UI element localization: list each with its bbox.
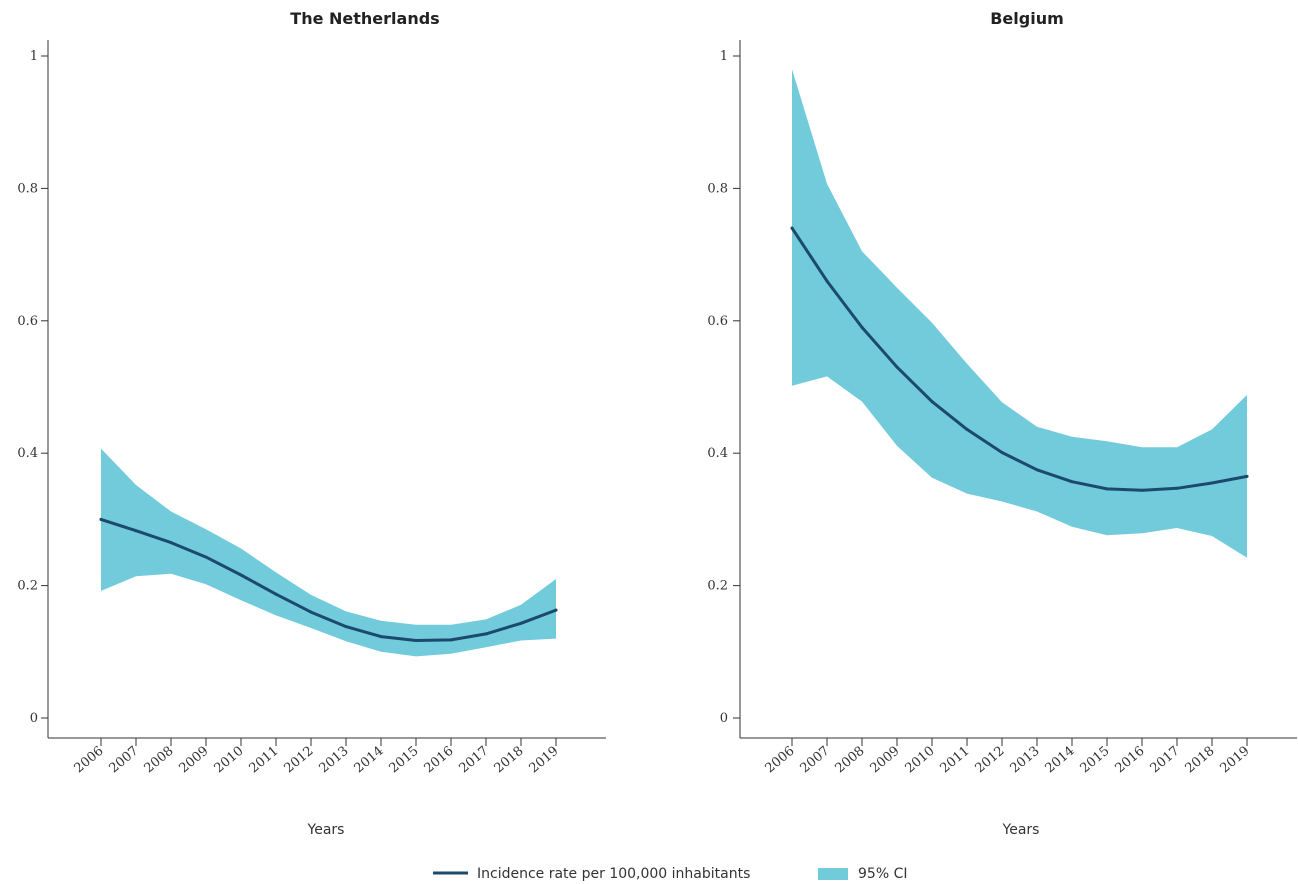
x-axis-label-belgium: Years (1002, 822, 1040, 838)
data-point-1-2019 (1245, 474, 1249, 478)
ci-band-1-0 (792, 69, 1247, 558)
y-tick-label-1-0: 0 (720, 711, 728, 726)
data-point-0-2008 (169, 541, 173, 545)
y-tick-label-0-0.8: 0.8 (17, 181, 38, 196)
x-tick-label-0-2008: 2008 (142, 744, 177, 777)
legend-band-label: 95% CI (858, 866, 907, 882)
x-tick-label-1-2017: 2017 (1148, 744, 1183, 777)
legend-band-swatch (818, 868, 848, 880)
ci-band-layer-belgium (792, 69, 1247, 558)
x-tick-label-0-2017: 2017 (457, 744, 492, 777)
data-point-0-2011 (274, 592, 278, 596)
data-point-0-2017 (484, 632, 488, 636)
series-line-1-0 (790, 226, 1249, 492)
data-point-0-2018 (519, 621, 523, 625)
y-tick-label-1-0.4: 0.4 (707, 446, 728, 461)
data-point-0-2012 (309, 610, 313, 614)
data-point-0-2015 (414, 639, 418, 642)
data-point-0-2006 (99, 517, 103, 521)
data-point-1-2015 (1105, 487, 1109, 491)
x-tick-label-1-2010: 2010 (903, 744, 938, 777)
x-tick-label-1-2007: 2007 (798, 744, 833, 777)
x-ticks-netherlands: 2006 2007 2008 2009 2010 2011 2012 2013 2014 2015… (72, 738, 562, 776)
data-point-1-2006 (790, 226, 794, 230)
x-tick-label-0-2019: 2019 (527, 744, 562, 777)
x-tick-label-1-2014: 2014 (1043, 744, 1078, 777)
x-tick-label-1-2018: 2018 (1183, 744, 1218, 777)
x-tick-label-1-2013: 2013 (1008, 744, 1043, 777)
y-tick-label-0-0.6: 0.6 (17, 314, 38, 329)
data-point-1-2008 (860, 325, 864, 329)
data-point-1-2009 (895, 365, 899, 369)
x-tick-label-1-2012: 2012 (973, 744, 1008, 777)
data-point-1-2013 (1035, 468, 1039, 472)
x-ticks-belgium: 2006 2007 2008 2009 2010 2011 2012 2013 2014 2015… (763, 738, 1253, 776)
series-line-0-0 (99, 517, 558, 642)
data-point-1-2011 (965, 427, 969, 431)
x-tick-label-1-2011: 2011 (938, 744, 973, 777)
x-tick-label-0-2011: 2011 (247, 744, 282, 777)
x-tick-label-1-2016: 2016 (1113, 744, 1148, 777)
x-tick-label-1-2008: 2008 (833, 744, 868, 777)
y-tick-label-1-1: 1 (720, 49, 728, 64)
x-tick-label-0-2007: 2007 (107, 744, 142, 777)
data-point-1-2017 (1175, 486, 1179, 490)
x-tick-label-1-2009: 2009 (868, 744, 903, 777)
y-tick-label-0-0.2: 0.2 (17, 579, 38, 594)
data-point-0-2016 (449, 638, 453, 642)
panel-netherlands: The Netherlands 00.20.40.60.81 2006 2007 2… (17, 9, 606, 838)
data-point-0-2019 (554, 608, 558, 612)
data-point-0-2007 (134, 529, 138, 533)
data-point-1-2007 (825, 279, 829, 283)
data-point-0-2009 (204, 555, 208, 559)
legend-line-label: Incidence rate per 100,000 inhabitants (477, 866, 750, 882)
data-point-1-2014 (1070, 480, 1074, 484)
data-point-0-2010 (239, 573, 243, 577)
x-tick-label-0-2012: 2012 (282, 744, 317, 777)
y-tick-label-0-1: 1 (30, 49, 38, 64)
data-point-1-2018 (1210, 481, 1214, 485)
x-tick-label-0-2014: 2014 (352, 744, 387, 777)
line-layer-belgium (790, 226, 1249, 492)
x-tick-label-0-2015: 2015 (387, 744, 422, 777)
axes-belgium (739, 40, 1297, 739)
y-ticks-netherlands: 0 0.2 0.4 0.6 0.8 1 (17, 49, 48, 726)
data-point-1-2012 (1000, 451, 1004, 454)
data-point-0-2014 (379, 635, 383, 639)
ci-band-layer-netherlands (101, 448, 556, 657)
x-tick-label-0-2016: 2016 (422, 744, 457, 777)
x-tick-label-1-2019: 2019 (1218, 744, 1253, 777)
data-point-1-2016 (1140, 488, 1144, 492)
y-tick-label-1-0.6: 0.6 (707, 314, 728, 329)
x-tick-label-0-2013: 2013 (317, 744, 352, 777)
x-tick-label-1-2015: 2015 (1078, 744, 1113, 777)
axes-netherlands (47, 40, 606, 739)
x-tick-label-0-2009: 2009 (177, 744, 212, 777)
ci-band-0-0 (101, 448, 556, 657)
panel-belgium: Belgium 00.20.40.60.81 2006 2007 2008 2009 2… (707, 9, 1297, 838)
y-tick-label-0-0.4: 0.4 (17, 446, 38, 461)
panel-title-netherlands: The Netherlands (290, 9, 439, 28)
x-tick-label-1-2006: 2006 (763, 744, 798, 777)
x-tick-label-0-2018: 2018 (492, 744, 527, 777)
x-tick-label-0-2006: 2006 (72, 744, 107, 777)
panel-title-belgium: Belgium (990, 9, 1064, 28)
y-tick-label-1-0.8: 0.8 (707, 181, 728, 196)
line-layer-netherlands (99, 517, 558, 642)
x-tick-label-0-2010: 2010 (212, 744, 247, 777)
y-ticks-belgium: 0 0.2 0.4 0.6 0.8 1 (707, 49, 740, 726)
data-point-1-2010 (930, 400, 934, 404)
legend: Incidence rate per 100,000 inhabitants 9… (433, 866, 907, 882)
y-tick-label-1-0.2: 0.2 (707, 579, 728, 594)
x-axis-label-netherlands: Years (307, 822, 345, 838)
data-point-0-2013 (344, 625, 348, 629)
y-tick-label-0-0: 0 (30, 711, 38, 726)
